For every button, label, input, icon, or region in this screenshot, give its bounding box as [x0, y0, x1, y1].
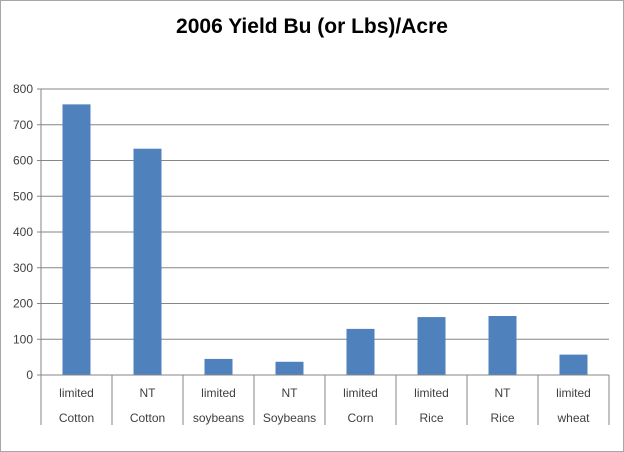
x-category-label-top: limited: [343, 386, 378, 400]
x-category-label-top: NT: [282, 386, 299, 400]
y-tick-label: 0: [26, 368, 33, 382]
x-category-label-bottom: Rice: [490, 411, 514, 425]
x-category-label-top: limited: [556, 386, 591, 400]
x-category-label-top: NT: [140, 386, 157, 400]
bar: [133, 148, 162, 375]
y-tick-label: 200: [13, 297, 33, 311]
bar: [559, 354, 588, 375]
x-category-label-bottom: Cotton: [59, 411, 94, 425]
y-tick-label: 800: [13, 82, 33, 96]
x-category-label-top: limited: [59, 386, 94, 400]
bar: [488, 316, 517, 375]
x-category-label-bottom: Corn: [347, 411, 373, 425]
x-category-label-top: limited: [414, 386, 449, 400]
bar: [346, 328, 375, 375]
x-category-label-bottom: Soybeans: [263, 411, 316, 425]
bar: [417, 317, 446, 375]
y-tick-label: 300: [13, 261, 33, 275]
x-category-label-top: NT: [495, 386, 512, 400]
x-category-label-bottom: wheat: [556, 411, 590, 425]
y-tick-label: 100: [13, 332, 33, 346]
x-category-label-bottom: Rice: [419, 411, 443, 425]
chart-title: 2006 Yield Bu (or Lbs)/Acre: [176, 15, 448, 38]
x-category-label-bottom: Cotton: [130, 411, 165, 425]
y-tick-label: 700: [13, 118, 33, 132]
bar: [275, 361, 304, 375]
y-tick-label: 400: [13, 225, 33, 239]
y-tick-label: 600: [13, 154, 33, 168]
x-category-label-top: limited: [201, 386, 236, 400]
x-category-label-bottom: soybeans: [193, 411, 244, 425]
y-tick-label: 500: [13, 189, 33, 203]
bar: [62, 104, 91, 375]
bar: [204, 358, 233, 375]
